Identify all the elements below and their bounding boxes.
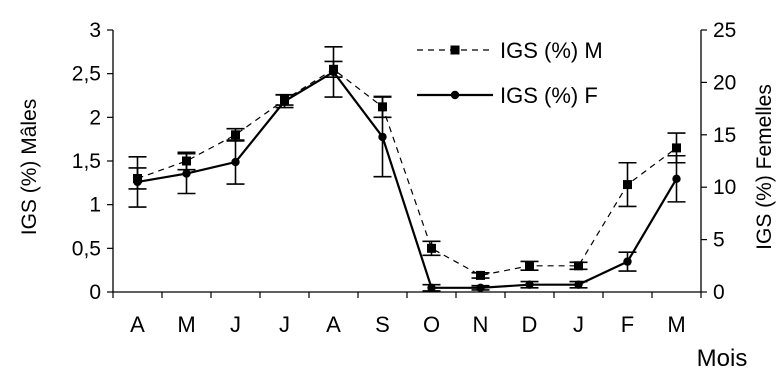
data-point (427, 243, 436, 253)
data-point (378, 132, 387, 142)
legend-label: IGS (%) M (500, 38, 603, 63)
x-tick-label: D (522, 312, 538, 337)
data-point (231, 157, 240, 167)
y-left-tick-label: 1,5 (72, 150, 101, 173)
series-females (128, 45, 686, 293)
x-tick-label: M (177, 312, 195, 337)
y-left-tick-label: 1 (89, 194, 101, 217)
data-point (133, 177, 142, 187)
data-point (427, 283, 436, 293)
series-line (137, 68, 677, 277)
series-layer (128, 45, 686, 293)
x-tick-label: A (130, 312, 145, 337)
data-point (672, 143, 681, 153)
y-left-tick-label: 0,5 (72, 237, 101, 260)
y-right-tick-label: 0 (713, 281, 725, 304)
x-tick-label: S (375, 312, 390, 337)
y-axis-left-label: IGS (%) Mâles (18, 99, 41, 236)
y-left-tick-label: 0 (89, 281, 101, 304)
data-point (623, 257, 632, 266)
y-right-tick-label: 5 (713, 229, 725, 252)
y-left-tick-label: 3 (89, 19, 101, 42)
x-tick-label: F (621, 312, 634, 337)
y-right-tick-label: 25 (713, 19, 736, 42)
ticks: 0 0,5 1 1,5 2 2,5 3 0 5 10 15 20 25 A M J J A S O N D J F M (72, 19, 737, 337)
x-tick-label: J (573, 312, 584, 337)
data-point (476, 270, 485, 280)
data-point (623, 180, 632, 190)
data-point (231, 130, 240, 140)
y-right-tick-label: 15 (713, 124, 736, 147)
data-point (329, 67, 338, 77)
data-point (574, 280, 583, 289)
x-tick-label: N (473, 312, 489, 337)
y-right-tick-label: 20 (713, 71, 736, 94)
axes (112, 30, 702, 293)
data-point (280, 97, 289, 106)
y-left-tick-label: 2 (89, 106, 101, 129)
y-right-tick-label: 10 (713, 176, 736, 199)
series-males (128, 60, 686, 280)
data-point (476, 283, 485, 293)
legend: IGS (%) M IGS (%) F (417, 38, 603, 108)
x-tick-label: J (230, 312, 241, 337)
x-tick-label: O (423, 312, 440, 337)
data-point (525, 280, 534, 289)
legend-label: IGS (%) F (500, 83, 598, 108)
data-point (672, 174, 681, 184)
y-axis-right-label: IGS (%) Femelles (753, 84, 776, 250)
data-point (525, 261, 534, 271)
data-point (574, 261, 583, 271)
x-tick-label: J (279, 312, 290, 337)
x-tick-label: A (326, 312, 341, 337)
y-left-tick-label: 2,5 (72, 63, 101, 86)
x-axis-label: Mois (697, 345, 748, 370)
legend-marker (450, 45, 460, 55)
x-tick-label: M (667, 312, 685, 337)
legend-marker (450, 90, 460, 100)
data-point (182, 169, 191, 178)
